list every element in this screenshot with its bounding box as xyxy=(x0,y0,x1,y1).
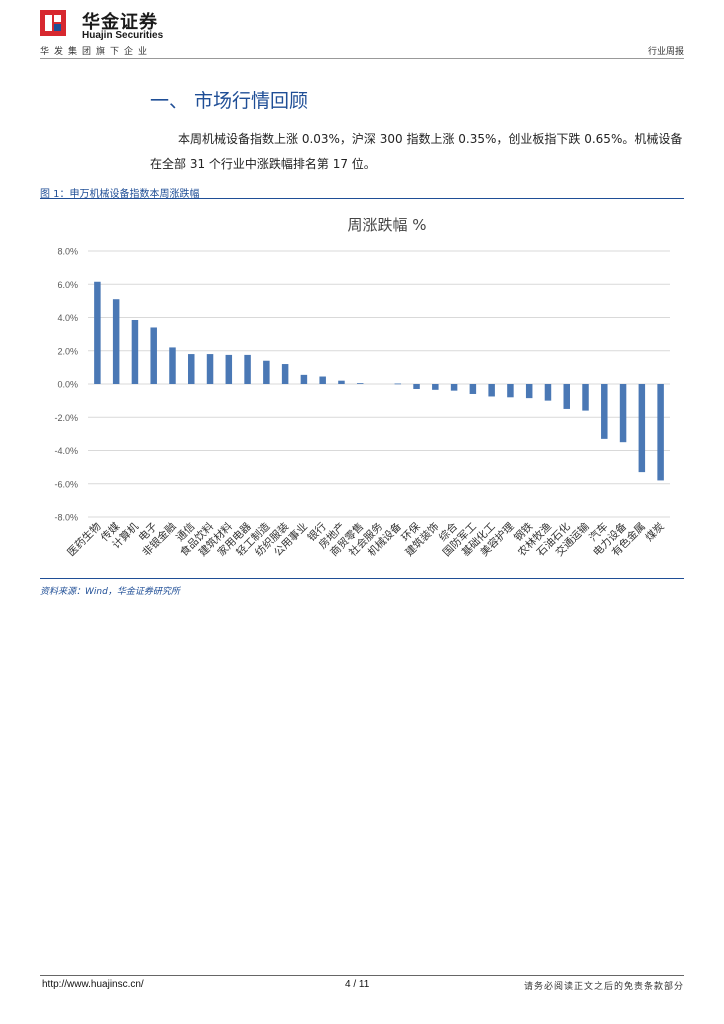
company-tagline: 华发集团旗下企业 xyxy=(40,47,153,57)
bar xyxy=(300,374,308,384)
bar xyxy=(525,384,533,399)
bar xyxy=(263,360,270,384)
bar-chart: 周涨跌幅 % 8.0% 6.0% 4.0% 2.0% 0.0% -2.0% -4.0% -6.0… xyxy=(54,216,670,559)
bar xyxy=(469,384,477,394)
bar xyxy=(638,384,646,473)
y-tick-label: 4.0% xyxy=(57,313,78,323)
bar xyxy=(619,384,627,443)
bar xyxy=(563,384,570,409)
bar xyxy=(356,383,364,384)
figure-caption: 图 1：申万机械设备指数本周涨跌幅 xyxy=(40,189,200,200)
y-tick-label: 8.0% xyxy=(57,247,78,257)
figure-top-rule xyxy=(40,198,684,199)
bar xyxy=(112,299,120,384)
company-name-en: Huajin Securities xyxy=(82,30,164,41)
bar xyxy=(450,384,458,391)
bar xyxy=(94,281,101,384)
bar xyxy=(413,384,420,389)
logo-icon xyxy=(40,10,66,36)
page-number: 4 / 11 xyxy=(345,979,370,990)
report-type: 行业周报 xyxy=(647,47,684,57)
section-paragraph: 本周机械设备指数上涨 0.03%，沪深 300 指数上涨 0.35%，创业板指下… xyxy=(150,132,683,171)
bar xyxy=(319,376,326,384)
footer-disclaimer: 请务必阅读正文之后的免责条款部分 xyxy=(523,982,684,992)
y-tick-label: -4.0% xyxy=(54,446,78,456)
bar xyxy=(544,384,552,401)
bar xyxy=(338,380,345,384)
bar xyxy=(488,384,495,397)
bar xyxy=(150,327,157,384)
bar xyxy=(582,384,589,411)
bar xyxy=(281,364,289,384)
section-title: 一、 市场行情回顾 xyxy=(150,90,309,112)
y-tick-label: -2.0% xyxy=(54,413,78,423)
chart-title: 周涨跌幅 % xyxy=(347,216,426,234)
bar xyxy=(188,354,195,384)
bar xyxy=(206,354,214,384)
y-tick-label: 2.0% xyxy=(57,346,78,356)
y-tick-label: -8.0% xyxy=(54,513,78,523)
bar xyxy=(169,347,176,384)
bar xyxy=(601,384,608,439)
figure-bottom-rule xyxy=(40,578,684,579)
bar xyxy=(244,354,251,384)
y-tick-label: 0.0% xyxy=(57,380,78,390)
company-name-cn: 华金证券 xyxy=(82,12,158,33)
y-tick-label: -6.0% xyxy=(54,479,78,489)
x-tick-label: 煤炭 xyxy=(643,520,667,544)
bar xyxy=(131,319,139,384)
bar xyxy=(657,384,664,481)
footer-url-link[interactable]: http://www.huajinsc.cn/ xyxy=(42,979,144,990)
footer-divider xyxy=(40,975,684,976)
bar xyxy=(507,384,514,398)
figure-source: 资料来源：Wind，华金证券研究所 xyxy=(40,587,180,597)
x-tick-label: 医药生物 xyxy=(65,520,104,559)
header-divider xyxy=(40,58,684,59)
bar xyxy=(394,383,402,385)
bar xyxy=(432,384,439,390)
bar xyxy=(225,354,233,384)
y-tick-label: 6.0% xyxy=(57,280,78,290)
